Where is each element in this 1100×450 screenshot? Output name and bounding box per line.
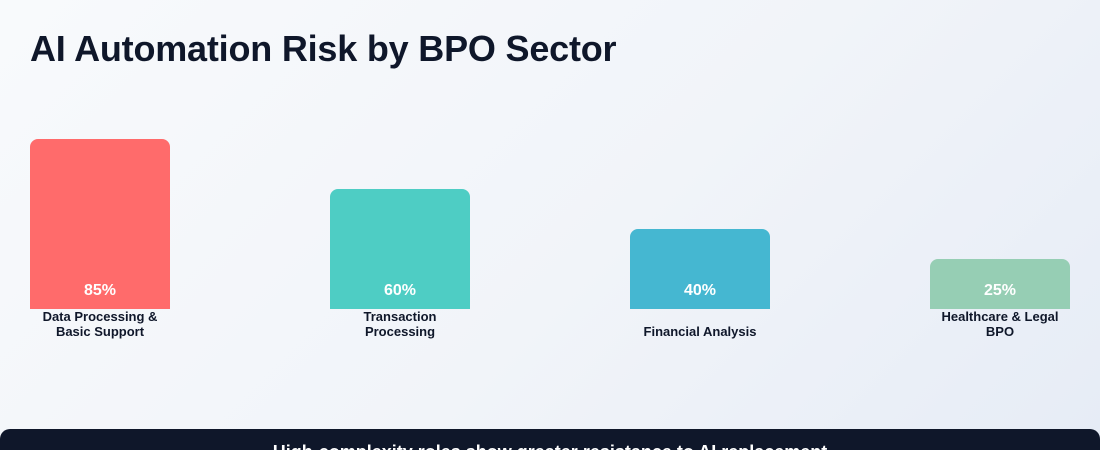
- category-label: Data Processing & Basic Support: [20, 309, 180, 339]
- bar-value-label: 60%: [383, 282, 417, 299]
- category-label-line: BPO: [985, 324, 1015, 339]
- category-label-line: Data Processing &: [42, 309, 158, 324]
- category-label-line: Transaction: [363, 309, 437, 324]
- category-label-line: Basic Support: [55, 324, 145, 339]
- bar-value-label: 85%: [83, 282, 117, 299]
- category-label-line: Financial Analysis: [643, 324, 757, 339]
- bar-value-label: 40%: [683, 282, 717, 299]
- bar: [30, 139, 170, 309]
- summary-text: High-complexity roles show greater resis…: [0, 442, 1100, 450]
- category-label: Healthcare & Legal BPO: [920, 309, 1080, 339]
- bar: [330, 189, 470, 309]
- category-label-line: Healthcare & Legal: [941, 309, 1059, 324]
- bar: [630, 229, 770, 309]
- category-label: Transaction Processing: [320, 309, 480, 339]
- category-label-line: Processing: [364, 324, 436, 339]
- bar-value-label: 25%: [983, 282, 1017, 299]
- category-label: Financial Analysis: [620, 324, 780, 339]
- bar: [930, 259, 1070, 309]
- summary-banner: High-complexity roles show greater resis…: [0, 429, 1100, 450]
- chart-title: AI Automation Risk by BPO Sector: [30, 28, 617, 69]
